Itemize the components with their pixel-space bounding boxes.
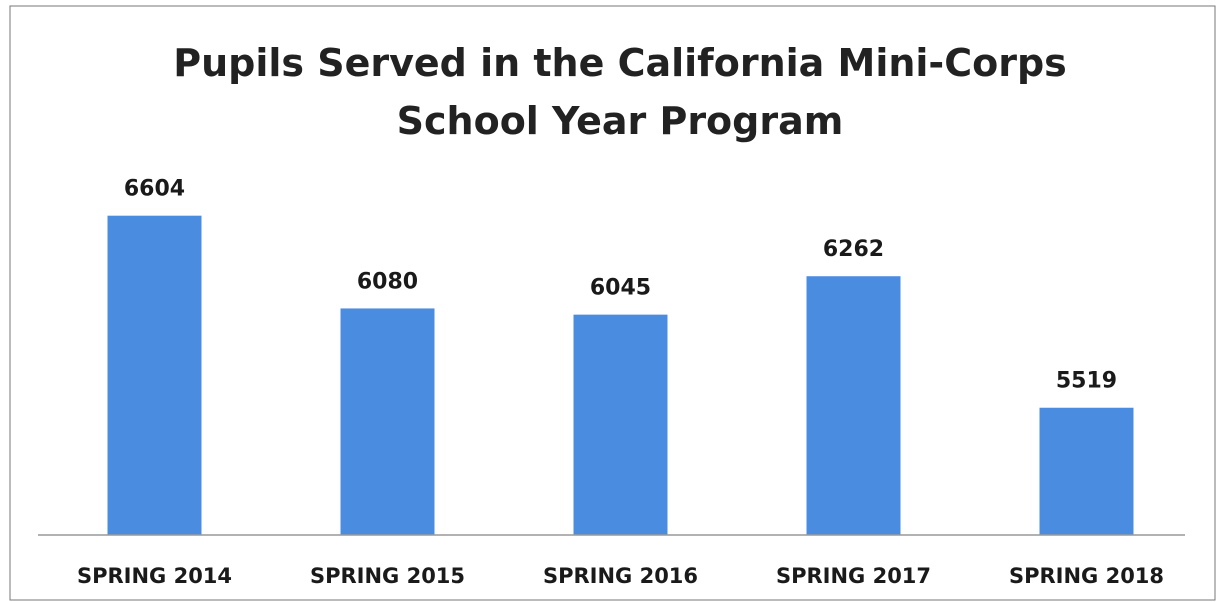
x-tick-label: SPRING 2014 xyxy=(77,564,232,588)
bar xyxy=(806,276,901,535)
bar xyxy=(340,308,435,535)
value-label: 6045 xyxy=(590,276,651,301)
bar xyxy=(573,314,668,535)
value-label: 6080 xyxy=(357,269,418,294)
value-label: 6262 xyxy=(823,237,884,262)
x-tick-label: SPRING 2018 xyxy=(1009,564,1164,588)
value-label: 6604 xyxy=(124,177,185,202)
chart-title: Pupils Served in the California Mini-Cor… xyxy=(173,41,1067,143)
x-tick-label: SPRING 2015 xyxy=(310,564,465,588)
x-tick-label: SPRING 2017 xyxy=(776,564,931,588)
value-label: 5519 xyxy=(1056,369,1117,394)
bar xyxy=(107,215,202,535)
frame xyxy=(9,5,1216,601)
bar xyxy=(1039,407,1134,535)
x-tick-label: SPRING 2016 xyxy=(543,564,698,588)
